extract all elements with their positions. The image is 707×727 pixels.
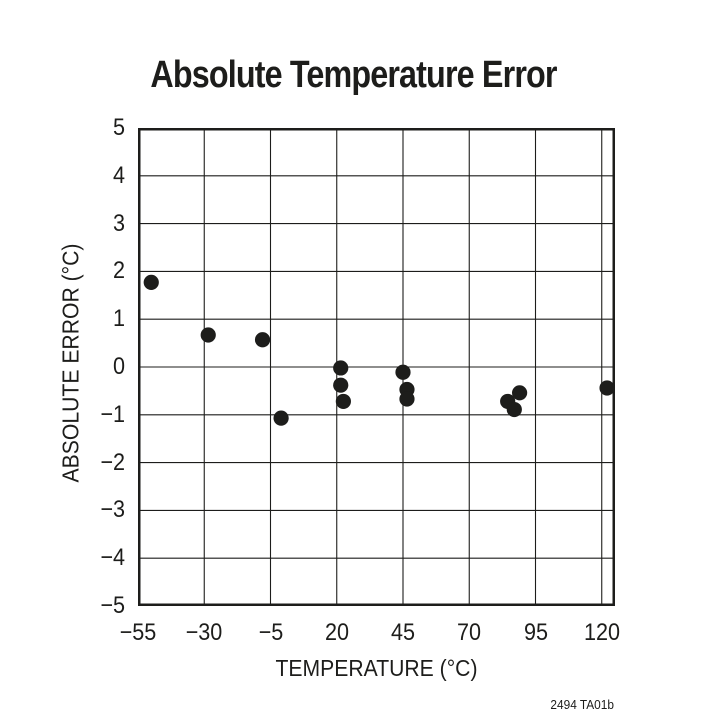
y-tick-label: −2 (100, 448, 125, 476)
data-point (399, 391, 415, 407)
data-point (395, 364, 411, 380)
plot-border (138, 128, 615, 606)
x-tick-label: −5 (258, 619, 283, 646)
x-tick-label: −55 (119, 619, 157, 646)
y-tick-label: 3 (112, 209, 125, 237)
data-point (200, 327, 216, 343)
y-tick-label: −3 (100, 496, 125, 524)
y-tick-label: 5 (112, 114, 125, 141)
data-point (273, 410, 289, 426)
data-point (254, 332, 271, 348)
chart-title: Absolute Temperature Error (150, 54, 557, 96)
x-tick-label: 45 (390, 619, 416, 646)
x-axis-title: TEMPERATURE (°C) (275, 655, 478, 681)
y-tick-label: 4 (112, 161, 125, 189)
x-tick-label: −30 (185, 619, 223, 646)
x-tick-label: 70 (457, 619, 482, 646)
data-point (506, 401, 522, 418)
data-point (333, 360, 349, 376)
plot-area (138, 128, 615, 606)
y-tick-label: −1 (100, 400, 125, 428)
data-point (333, 377, 349, 393)
data-point (335, 393, 351, 410)
x-tick-label: 95 (523, 619, 548, 646)
data-point (512, 385, 528, 401)
y-tick-label: 0 (112, 353, 125, 380)
figure-code: 2494 TA01b (550, 698, 614, 712)
y-tick-label: 1 (112, 305, 125, 333)
x-tick-label: 20 (324, 619, 349, 646)
data-point (599, 380, 615, 396)
y-tick-label: 2 (112, 257, 125, 285)
y-tick-label: −4 (100, 544, 125, 572)
data-point (143, 274, 159, 290)
y-axis-title: ABSOLUTE ERROR (°C) (57, 243, 84, 483)
y-tick-label: −5 (100, 592, 125, 619)
x-tick-label: 120 (583, 619, 620, 646)
